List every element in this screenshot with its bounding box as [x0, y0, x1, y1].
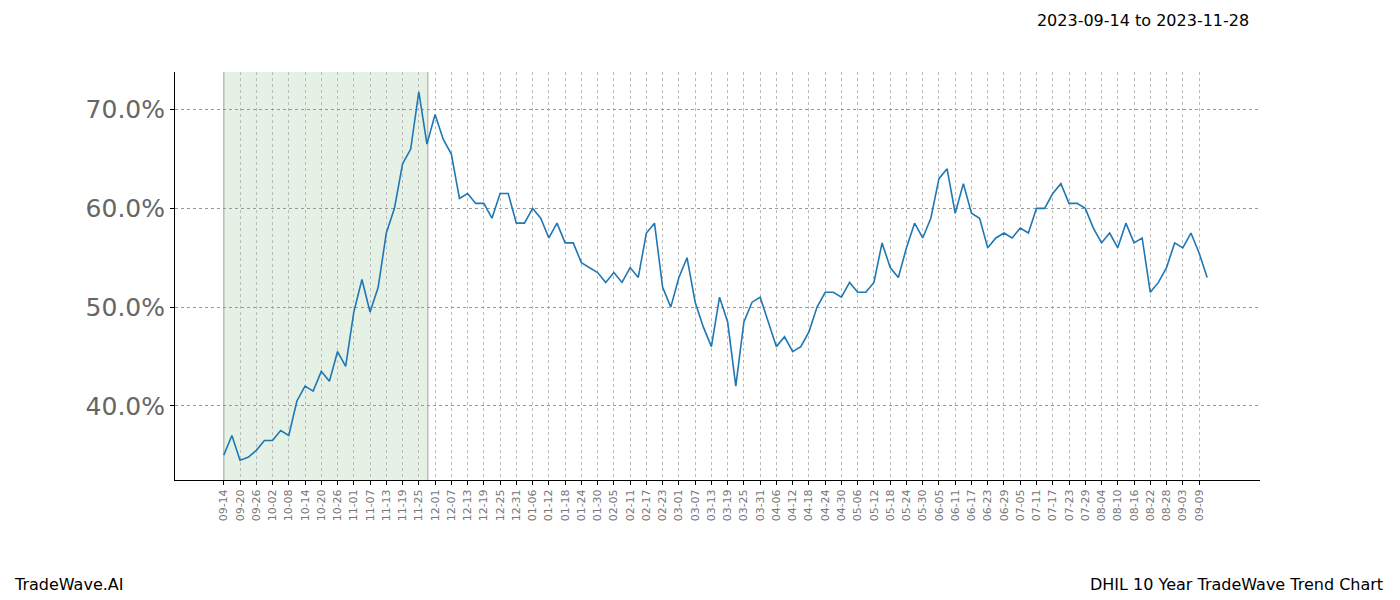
svg-text:04-12: 04-12 [786, 489, 799, 521]
svg-text:12-25: 12-25 [494, 489, 507, 521]
svg-text:05-18: 05-18 [884, 489, 897, 521]
svg-text:09-09: 09-09 [1193, 489, 1206, 521]
svg-text:01-06: 01-06 [526, 489, 539, 521]
svg-text:06-23: 06-23 [981, 489, 994, 521]
svg-text:09-03: 09-03 [1176, 489, 1189, 521]
svg-text:50.0%: 50.0% [86, 293, 165, 322]
svg-text:07-05: 07-05 [1014, 489, 1027, 521]
svg-text:05-30: 05-30 [916, 489, 929, 521]
svg-text:60.0%: 60.0% [86, 194, 165, 223]
svg-text:02-05: 02-05 [607, 489, 620, 521]
svg-text:08-10: 08-10 [1111, 489, 1124, 521]
svg-text:07-29: 07-29 [1079, 489, 1092, 521]
svg-text:11-07: 11-07 [364, 489, 377, 521]
svg-text:07-11: 07-11 [1030, 489, 1043, 521]
svg-text:08-22: 08-22 [1144, 489, 1157, 521]
svg-text:01-24: 01-24 [575, 489, 588, 521]
svg-text:04-06: 04-06 [770, 489, 783, 521]
svg-text:10-14: 10-14 [299, 489, 312, 521]
svg-text:01-12: 01-12 [542, 489, 555, 521]
svg-text:10-20: 10-20 [315, 489, 328, 521]
svg-text:09-14: 09-14 [217, 489, 230, 521]
svg-text:01-30: 01-30 [591, 489, 604, 521]
svg-text:11-25: 11-25 [412, 489, 425, 521]
svg-text:07-23: 07-23 [1063, 489, 1076, 521]
svg-text:06-29: 06-29 [998, 489, 1011, 521]
svg-text:04-30: 04-30 [835, 489, 848, 521]
svg-text:08-16: 08-16 [1128, 489, 1141, 521]
svg-text:03-19: 03-19 [721, 489, 734, 521]
svg-text:03-01: 03-01 [672, 489, 685, 521]
svg-text:01-18: 01-18 [559, 489, 572, 521]
svg-text:12-07: 12-07 [445, 489, 458, 521]
svg-text:02-11: 02-11 [624, 489, 637, 521]
svg-text:09-20: 09-20 [234, 489, 247, 521]
svg-text:10-26: 10-26 [331, 489, 344, 521]
svg-text:02-17: 02-17 [640, 489, 653, 521]
svg-text:12-01: 12-01 [429, 489, 442, 521]
svg-text:09-26: 09-26 [250, 489, 263, 521]
svg-text:03-07: 03-07 [689, 489, 702, 521]
svg-text:12-13: 12-13 [461, 489, 474, 521]
svg-text:02-23: 02-23 [656, 489, 669, 521]
svg-text:05-12: 05-12 [868, 489, 881, 521]
svg-text:DHIL 10 Year TradeWave Trend C: DHIL 10 Year TradeWave Trend Chart [1090, 575, 1383, 594]
svg-text:07-17: 07-17 [1046, 489, 1059, 521]
svg-text:03-31: 03-31 [754, 489, 767, 521]
svg-text:70.0%: 70.0% [86, 95, 165, 124]
svg-text:06-17: 06-17 [965, 489, 978, 521]
svg-text:03-25: 03-25 [737, 489, 750, 521]
svg-text:05-06: 05-06 [851, 489, 864, 521]
svg-text:11-13: 11-13 [380, 489, 393, 521]
svg-text:12-31: 12-31 [510, 489, 523, 521]
svg-text:11-19: 11-19 [396, 489, 409, 521]
svg-text:04-24: 04-24 [819, 489, 832, 521]
svg-text:03-13: 03-13 [705, 489, 718, 521]
svg-text:2023-09-14 to 2023-11-28: 2023-09-14 to 2023-11-28 [1037, 11, 1249, 30]
svg-text:10-08: 10-08 [282, 489, 295, 521]
svg-text:06-05: 06-05 [933, 489, 946, 521]
svg-text:06-11: 06-11 [949, 489, 962, 521]
svg-text:40.0%: 40.0% [86, 392, 165, 421]
svg-text:05-24: 05-24 [900, 489, 913, 521]
svg-text:11-01: 11-01 [347, 489, 360, 521]
svg-text:10-02: 10-02 [266, 489, 279, 521]
svg-text:12-19: 12-19 [477, 489, 490, 521]
svg-text:04-18: 04-18 [803, 489, 816, 521]
svg-text:TradeWave.AI: TradeWave.AI [14, 575, 123, 594]
svg-text:08-04: 08-04 [1095, 489, 1108, 521]
svg-text:08-28: 08-28 [1160, 489, 1173, 521]
